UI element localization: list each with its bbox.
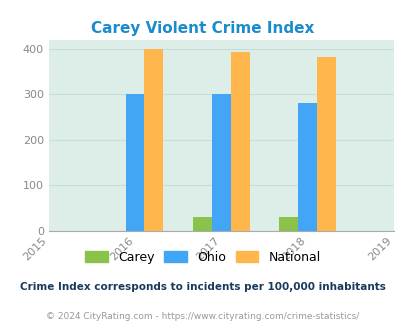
- Text: Crime Index corresponds to incidents per 100,000 inhabitants: Crime Index corresponds to incidents per…: [20, 282, 385, 292]
- Bar: [316, 57, 335, 231]
- Text: © 2024 CityRating.com - https://www.cityrating.com/crime-statistics/: © 2024 CityRating.com - https://www.city…: [46, 312, 359, 321]
- Bar: [230, 52, 249, 231]
- Bar: [278, 217, 297, 231]
- Bar: [144, 49, 163, 231]
- Bar: [192, 217, 211, 231]
- Bar: [125, 94, 144, 231]
- Bar: [211, 94, 230, 231]
- Legend: Carey, Ohio, National: Carey, Ohio, National: [81, 247, 324, 268]
- Text: Carey Violent Crime Index: Carey Violent Crime Index: [91, 21, 314, 36]
- Bar: [297, 103, 316, 231]
